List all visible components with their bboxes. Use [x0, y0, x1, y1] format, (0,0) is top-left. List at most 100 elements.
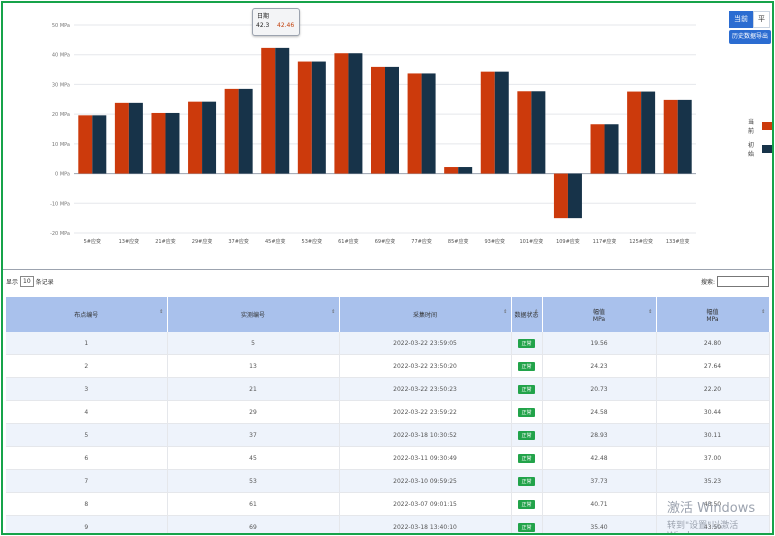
bar-initial: [311, 61, 326, 174]
column-header[interactable]: 采集时间 ⇕: [339, 297, 512, 332]
status-badge: 正常: [518, 338, 535, 348]
x-tick-label: 69#应变: [375, 238, 396, 245]
table-cell: 2022-03-18 10:30:52: [339, 423, 512, 447]
table-cell: 3: [6, 377, 168, 401]
table-cell: 29: [167, 400, 340, 424]
bar-initial: [494, 71, 509, 174]
column-header-label: MPa: [592, 315, 606, 323]
table-cell: 13: [167, 354, 340, 378]
table-row[interactable]: 5 37 2022-03-18 10:30:52 正常 28.93 30.11: [6, 423, 770, 447]
bar-initial: [531, 91, 546, 174]
table-row[interactable]: 3 21 2022-03-22 23:50:23 正常 20.73 22.20: [6, 377, 770, 401]
table-cell: 1: [6, 332, 168, 355]
bar-initial: [238, 88, 253, 174]
sort-icon[interactable]: ⇕: [761, 309, 766, 315]
bar-current: [590, 124, 605, 174]
table-cell: 20.73: [542, 377, 657, 401]
legend-swatch: [761, 145, 772, 153]
sort-icon[interactable]: ⇕: [534, 309, 539, 315]
table-row[interactable]: 2 13 2022-03-22 23:50:20 正常 24.23 27.64: [6, 354, 770, 378]
export-button[interactable]: 历史数据导出: [729, 30, 771, 44]
bar-current: [297, 61, 312, 174]
toggle-other-button[interactable]: 平: [753, 11, 770, 28]
tooltip-value-initial: 42.46: [277, 22, 295, 29]
x-tick-label: 125#应变: [629, 238, 653, 245]
bar-initial: [641, 91, 656, 174]
table-cell: 53: [167, 469, 340, 493]
x-tick-label: 133#应变: [666, 238, 690, 245]
column-header[interactable]: 幅值 MPa ⇕: [656, 297, 770, 332]
column-header[interactable]: 幅值 MPa ⇕: [542, 297, 657, 332]
table-cell: 2022-03-07 09:01:15: [339, 492, 512, 516]
table-cell: 5: [167, 332, 340, 355]
column-header[interactable]: 布点编号 ⇕: [6, 297, 168, 332]
table-cell: 6: [6, 446, 168, 470]
table-cell: 35.23: [656, 469, 770, 493]
table-cell: 正常: [511, 423, 543, 447]
x-tick-label: 61#应变: [338, 238, 359, 245]
table-cell: 正常: [511, 332, 543, 355]
table-row[interactable]: 6 45 2022-03-11 09:30:49 正常 42.48 37.00: [6, 446, 770, 470]
table-cell: 正常: [511, 515, 543, 533]
bar-current: [517, 91, 532, 174]
legend-item-current[interactable]: 当前: [748, 117, 772, 135]
table-row[interactable]: 1 5 2022-03-22 23:59:05 正常 19.56 24.80: [6, 332, 770, 355]
status-badge: 正常: [518, 522, 535, 532]
table-cell: 正常: [511, 400, 543, 424]
column-header-label: MPa: [706, 315, 719, 323]
sort-icon[interactable]: ⇕: [331, 309, 336, 315]
table-cell: 27.64: [656, 354, 770, 378]
sort-icon[interactable]: ⇕: [503, 309, 508, 315]
page-length-select[interactable]: 10: [20, 276, 34, 287]
x-tick-label: 21#应变: [155, 238, 176, 245]
table-cell: 35.40: [542, 515, 657, 533]
bar-current: [480, 71, 495, 174]
bar-initial: [275, 47, 290, 174]
x-tick-label: 77#应变: [411, 238, 432, 245]
y-tick-label: 40 MPa: [52, 53, 70, 59]
table-row[interactable]: 4 29 2022-03-22 23:59:22 正常 24.58 30.44: [6, 400, 770, 424]
column-header-label: 幅值: [592, 308, 605, 316]
bar-current: [78, 115, 93, 174]
table-cell: 2022-03-22 23:50:23: [339, 377, 512, 401]
table-cell: 45: [167, 446, 340, 470]
status-badge: 正常: [518, 499, 535, 509]
table-search: 搜索:: [701, 276, 769, 287]
strain-chart: 50 MPa 40 MPa 30 MPa 20 MPa 10 MPa 0 MPa -10 M…: [3, 3, 772, 265]
table-row[interactable]: 7 53 2022-03-10 09:59:25 正常 37.73 35.23: [6, 469, 770, 493]
table-cell: 28.93: [542, 423, 657, 447]
watermark-line1: 激活 Windows: [667, 501, 756, 516]
bar-current: [151, 112, 166, 174]
table-cell: 正常: [511, 446, 543, 470]
sort-icon[interactable]: ⇕: [159, 309, 164, 315]
status-badge: 正常: [518, 453, 535, 463]
status-badge: 正常: [518, 407, 535, 417]
table-cell: 30.11: [656, 423, 770, 447]
sort-icon[interactable]: ⇕: [648, 309, 653, 315]
bar-initial: [567, 173, 582, 219]
section-divider: [3, 269, 772, 270]
table-cell: 2022-03-22 23:59:22: [339, 400, 512, 424]
page-length-control: 显示 10 条记录: [6, 276, 54, 287]
status-badge: 正常: [518, 361, 535, 371]
table-cell: 正常: [511, 377, 543, 401]
bar-initial: [348, 53, 363, 174]
column-header[interactable]: 实测编号 ⇕: [167, 297, 340, 332]
legend-item-initial[interactable]: 初始: [748, 140, 772, 158]
column-header[interactable]: 数据状态 ⇕: [511, 297, 543, 332]
table-cell: 42.48: [542, 446, 657, 470]
column-header-label: 采集时间: [412, 312, 437, 319]
y-tick-label: 30 MPa: [52, 82, 70, 88]
table-cell: 2022-03-22 23:59:05: [339, 332, 512, 355]
bar-current: [444, 167, 459, 174]
toggle-current-button[interactable]: 当前: [729, 11, 753, 28]
table-row[interactable]: 8 61 2022-03-07 09:01:15 正常 40.71 43.50: [6, 492, 770, 516]
search-input[interactable]: [717, 276, 769, 287]
table-row[interactable]: 9 69 2022-03-18 13:40:10 正常 35.40 43.50: [6, 515, 770, 533]
bar-current: [261, 47, 276, 174]
table-cell: 43.50: [656, 515, 770, 533]
x-tick-label: 53#应变: [302, 238, 323, 245]
data-table: 布点编号 ⇕ 实测编号 ⇕ 采集时间 ⇕ 数据状态 ⇕ 幅值 MPa ⇕ 幅值 MPa ⇕ 1 5 2022-…: [6, 297, 770, 533]
bar-initial: [165, 112, 180, 174]
